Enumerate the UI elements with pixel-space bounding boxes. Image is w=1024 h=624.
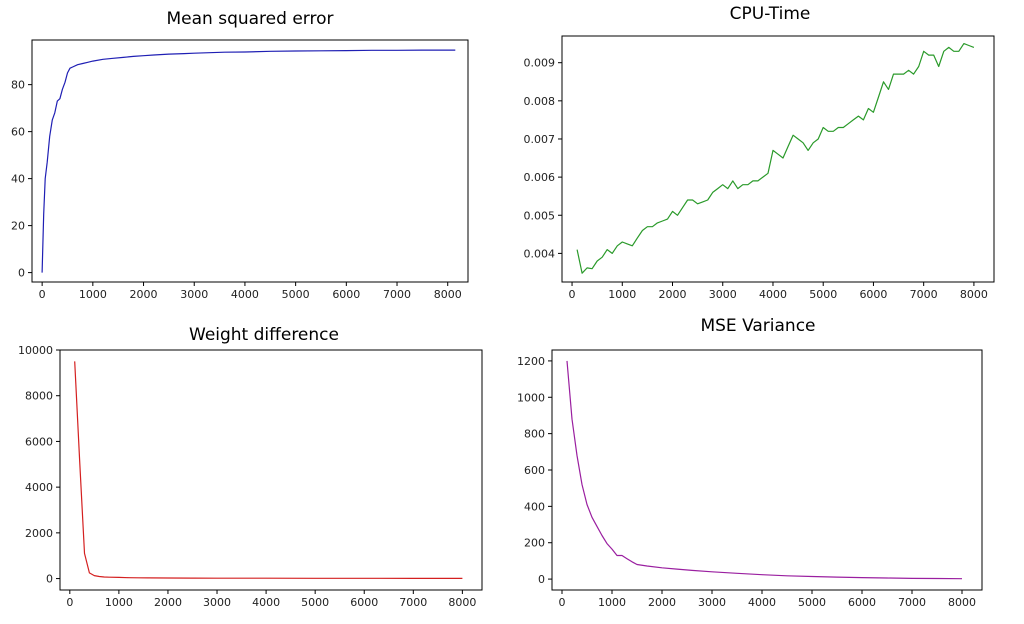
y-tick-label: 0.008 bbox=[524, 95, 556, 108]
x-tick-label: 2000 bbox=[659, 288, 687, 301]
x-tick-label: 3000 bbox=[709, 288, 737, 301]
title-variance: MSE Variance bbox=[700, 316, 815, 336]
y-tick-label: 0.005 bbox=[524, 209, 556, 222]
y-tick-label: 40 bbox=[11, 173, 25, 186]
y-tick-label: 80 bbox=[11, 79, 25, 92]
x-tick-label: 3000 bbox=[180, 288, 208, 301]
x-tick-label: 4000 bbox=[252, 596, 280, 609]
series-line-variance bbox=[566, 360, 963, 580]
series-line-weight bbox=[74, 361, 463, 580]
series-line-cpu bbox=[576, 42, 975, 274]
y-tick-label: 2000 bbox=[25, 527, 53, 540]
y-tick-label: 60 bbox=[11, 126, 25, 139]
x-tick-label: 8000 bbox=[960, 288, 988, 301]
subplot-weight: Weight difference 0 1000 2000 3000 4000 5000 6… bbox=[18, 325, 483, 609]
x-tick-label: 4000 bbox=[231, 288, 259, 301]
x-tick-label: 6000 bbox=[848, 596, 876, 609]
x-tick-label: 7000 bbox=[898, 596, 926, 609]
x-tick-label: 5000 bbox=[301, 596, 329, 609]
series-line-mse bbox=[41, 49, 456, 273]
title-mse: Mean squared error bbox=[167, 9, 334, 29]
y-tick-label: 8000 bbox=[25, 390, 53, 403]
plot-frame bbox=[561, 35, 995, 283]
y-tick-label: 600 bbox=[524, 464, 545, 477]
y-tick-label: 0.006 bbox=[524, 171, 556, 184]
subplot-cpu: CPU-Time 0 1000 2000 3000 4000 5000 6000 7000 80… bbox=[524, 4, 995, 301]
x-tick-label: 3000 bbox=[203, 596, 231, 609]
y-tick-label: 0.004 bbox=[524, 247, 556, 260]
x-tick-label: 8000 bbox=[434, 288, 462, 301]
x-tick-label: 7000 bbox=[910, 288, 938, 301]
x-tick-label: 5000 bbox=[282, 288, 310, 301]
title-cpu: CPU-Time bbox=[730, 4, 811, 24]
y-tick-label: 20 bbox=[11, 220, 25, 233]
y-tick-label: 200 bbox=[524, 537, 545, 550]
x-tick-label: 1000 bbox=[79, 288, 107, 301]
subplot-variance: MSE Variance 0 1000 2000 3000 4000 5000 6000 70… bbox=[517, 316, 983, 609]
x-tick-label: 0 bbox=[559, 596, 566, 609]
y-tick-label: 1200 bbox=[517, 355, 545, 368]
x-tick-label: 1000 bbox=[105, 596, 133, 609]
y-tick-label: 400 bbox=[524, 500, 545, 513]
x-tick-label: 1000 bbox=[598, 596, 626, 609]
x-tick-label: 6000 bbox=[332, 288, 360, 301]
plot-frame bbox=[31, 39, 469, 283]
x-tick-label: 6000 bbox=[859, 288, 887, 301]
x-tick-label: 5000 bbox=[798, 596, 826, 609]
x-tick-label: 5000 bbox=[809, 288, 837, 301]
x-tick-label: 8000 bbox=[948, 596, 976, 609]
y-tick-label: 10000 bbox=[18, 344, 53, 357]
x-tick-label: 6000 bbox=[350, 596, 378, 609]
y-tick-label: 6000 bbox=[25, 435, 53, 448]
x-tick-label: 2000 bbox=[130, 288, 158, 301]
y-tick-label: 0 bbox=[46, 573, 53, 586]
y-tick-label: 800 bbox=[524, 428, 545, 441]
y-tick-label: 0.009 bbox=[524, 57, 556, 70]
x-tick-label: 0 bbox=[66, 596, 73, 609]
y-tick-label: 0.007 bbox=[524, 133, 556, 146]
x-tick-label: 2000 bbox=[154, 596, 182, 609]
x-tick-label: 2000 bbox=[648, 596, 676, 609]
x-tick-label: 3000 bbox=[698, 596, 726, 609]
x-tick-label: 7000 bbox=[383, 288, 411, 301]
x-tick-label: 0 bbox=[569, 288, 576, 301]
subplot-mse: Mean squared error 0 1000 2000 3000 4000 5000… bbox=[11, 9, 469, 301]
x-tick-label: 4000 bbox=[748, 596, 776, 609]
x-tick-label: 8000 bbox=[448, 596, 476, 609]
title-weight: Weight difference bbox=[189, 325, 339, 345]
x-tick-label: 7000 bbox=[399, 596, 427, 609]
x-tick-label: 4000 bbox=[759, 288, 787, 301]
y-tick-label: 0 bbox=[538, 573, 545, 586]
x-tick-label: 0 bbox=[39, 288, 46, 301]
x-tick-label: 1000 bbox=[608, 288, 636, 301]
y-tick-label: 1000 bbox=[517, 391, 545, 404]
plot-frame bbox=[59, 349, 483, 591]
y-tick-label: 4000 bbox=[25, 481, 53, 494]
y-tick-label: 0 bbox=[18, 267, 25, 280]
